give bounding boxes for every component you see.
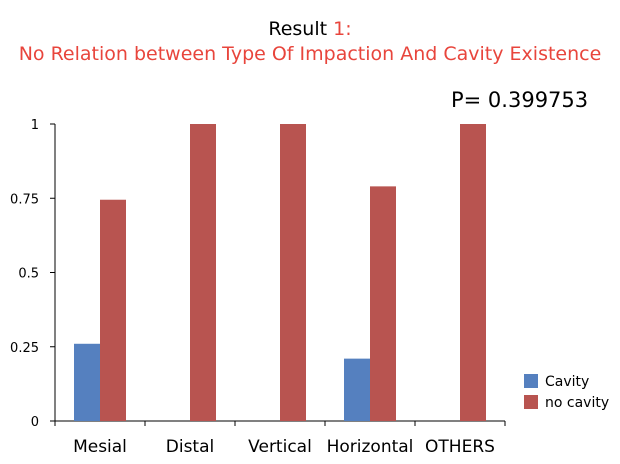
legend-swatch <box>524 374 538 388</box>
x-category-label: Horizontal <box>327 437 414 457</box>
bar-no-cavity <box>190 124 216 421</box>
x-category-label: Mesial <box>73 437 127 457</box>
bar-no-cavity <box>100 199 126 421</box>
y-tick-label: 1 <box>31 118 39 133</box>
title-prefix: Result <box>268 18 334 40</box>
bar-cavity <box>74 343 100 421</box>
legend-swatch <box>524 395 538 409</box>
chart-subtitle: No Relation between Type Of Impaction An… <box>18 43 602 65</box>
title-number: 1: <box>333 18 352 40</box>
p-value-annotation: P= 0.399753 <box>451 88 589 112</box>
y-tick-label: 0 <box>31 415 39 430</box>
y-tick-label: 0.75 <box>10 192 39 207</box>
y-tick-label: 0.25 <box>10 341 39 356</box>
chart-title: Result 1: <box>0 18 620 40</box>
bar-no-cavity <box>460 124 486 421</box>
x-category-label: Distal <box>166 437 214 457</box>
legend-label: no cavity <box>545 395 609 411</box>
bar-cavity <box>344 358 370 421</box>
x-category-label: OTHERS <box>425 437 495 457</box>
bar-no-cavity <box>280 124 306 421</box>
bar-no-cavity <box>370 186 396 421</box>
x-category-label: Vertical <box>248 437 312 457</box>
y-tick-label: 0.5 <box>18 267 39 282</box>
legend-label: Cavity <box>545 374 589 390</box>
